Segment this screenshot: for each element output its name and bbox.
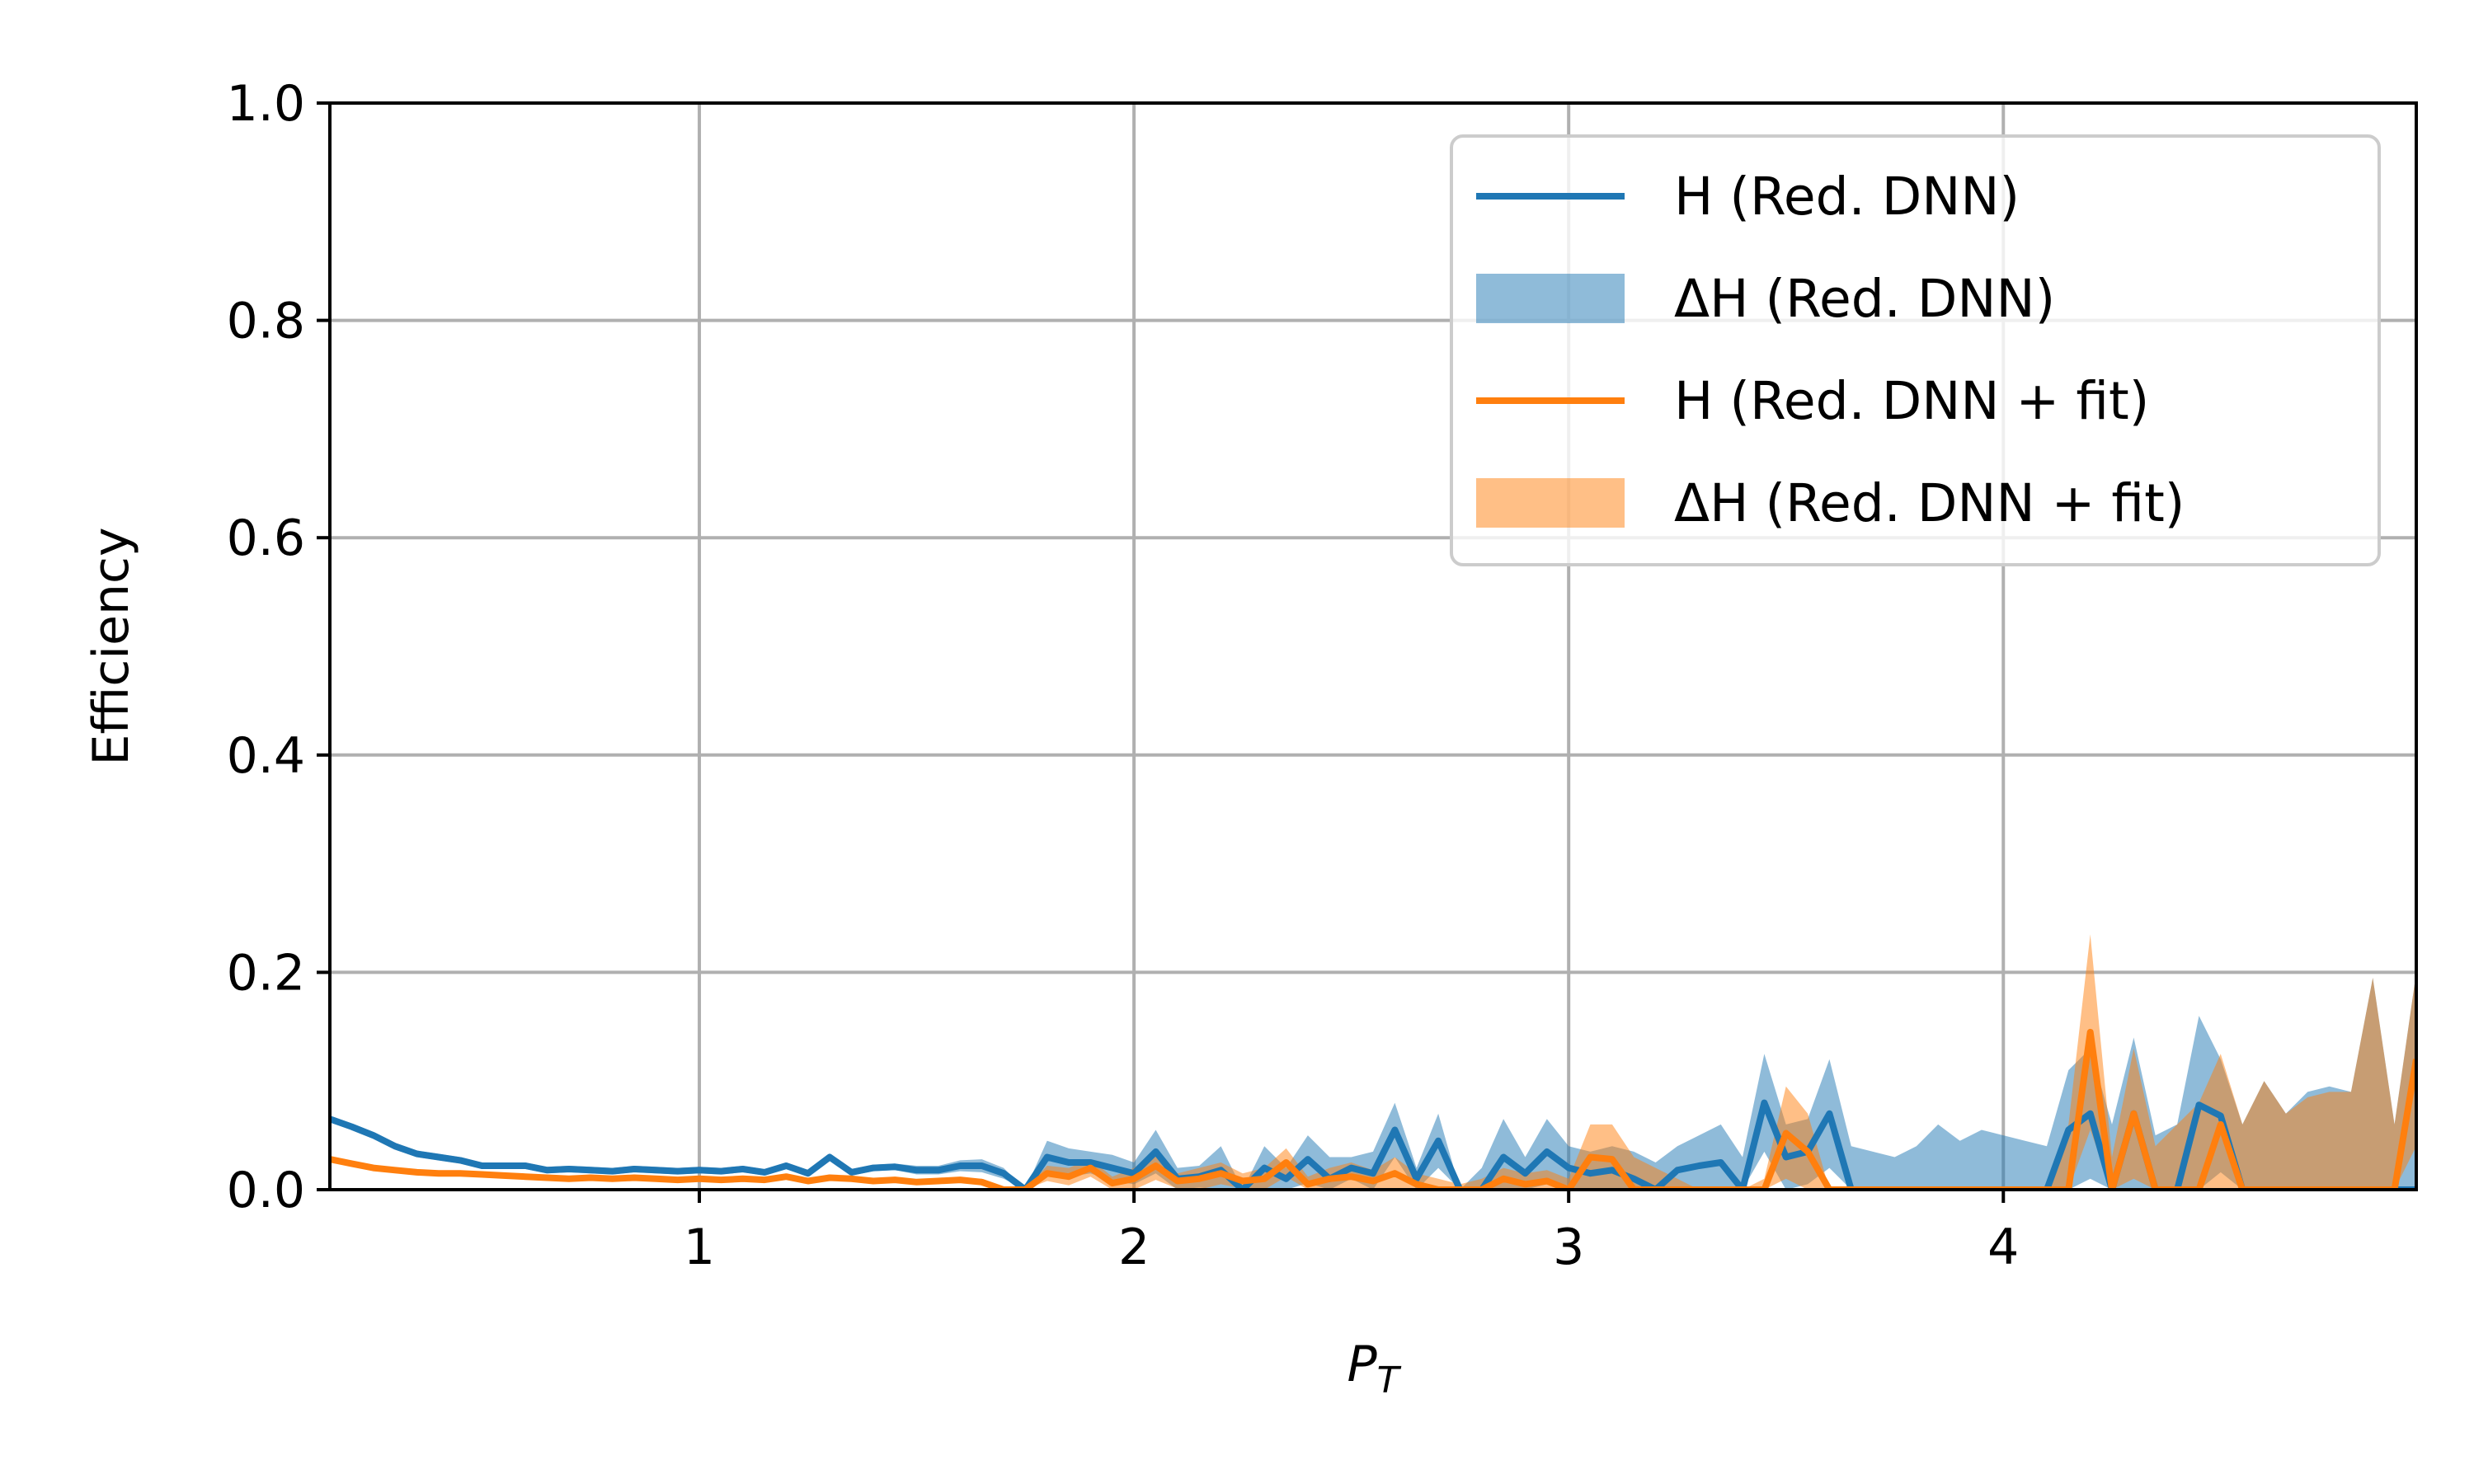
- y-tick-label: 0.6: [227, 510, 305, 567]
- y-axis-label: Efficiency: [82, 527, 140, 765]
- x-tick-label: 4: [1987, 1219, 2019, 1276]
- x-axis-label-main: P: [1347, 1336, 1377, 1393]
- series-lines: [330, 1028, 2416, 1190]
- y-tick-label: 0.0: [227, 1162, 305, 1219]
- x-tick-label: 3: [1553, 1219, 1584, 1276]
- y-tick-label: 0.4: [227, 727, 305, 785]
- x-tick-label: 2: [1118, 1219, 1150, 1276]
- legend: H (Red. DNN) ΔH (Red. DNN) H (Red. DNN + f…: [1450, 134, 2381, 566]
- legend-swatch-band: [1476, 478, 1625, 528]
- y-tick-label: 1.0: [227, 75, 305, 133]
- legend-label: H (Red. DNN + fit): [1674, 371, 2149, 431]
- legend-label: ΔH (Red. DNN + fit): [1674, 473, 2185, 533]
- line-h-red-dnn: [330, 1099, 2416, 1190]
- legend-label: ΔH (Red. DNN): [1674, 269, 2055, 329]
- x-axis-label: PT: [1347, 1336, 1401, 1402]
- y-tick-label: 0.2: [227, 944, 305, 1002]
- legend-box: [1450, 134, 2381, 566]
- legend-swatch-band: [1476, 274, 1625, 323]
- plot-frame: [328, 101, 2418, 1191]
- axis-ticks: 1 2 3 4 0.0 0.2 0.4 0.6 0.8 1.0: [227, 75, 2020, 1276]
- x-tick-label: 1: [684, 1219, 715, 1276]
- x-axis-label-subscript: T: [1377, 1360, 1402, 1402]
- legend-label: H (Red. DNN): [1674, 167, 2020, 227]
- y-tick-label: 0.8: [227, 293, 305, 350]
- line-h-red-dnn-fit: [330, 1028, 2416, 1190]
